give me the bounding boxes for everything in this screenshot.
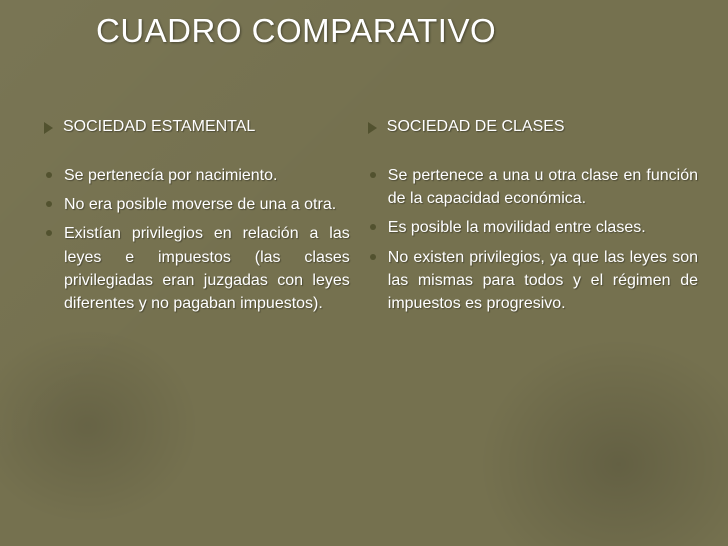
right-item-text: Se pertenece a una u otra clase en funci… xyxy=(388,164,698,210)
left-item-text: Existían privilegios en relación a las l… xyxy=(64,222,350,315)
list-item: No era posible moverse de una a otra. xyxy=(44,193,350,216)
dot-bullet-icon xyxy=(46,230,52,236)
left-header: SOCIEDAD ESTAMENTAL xyxy=(63,118,255,136)
list-item: Se pertenece a una u otra clase en funci… xyxy=(368,164,698,210)
left-item-text: No era posible moverse de una a otra. xyxy=(64,193,336,216)
list-item: No existen privilegios, ya que las leyes… xyxy=(368,246,698,316)
triangle-bullet-icon xyxy=(368,122,377,134)
slide-title: CUADRO COMPARATIVO xyxy=(96,12,496,50)
dot-bullet-icon xyxy=(370,224,376,230)
triangle-bullet-icon xyxy=(44,122,53,134)
left-column: SOCIEDAD ESTAMENTAL Se pertenecía por na… xyxy=(44,118,350,526)
dot-bullet-icon xyxy=(370,172,376,178)
list-item: Se pertenecía por nacimiento. xyxy=(44,164,350,187)
dot-bullet-icon xyxy=(46,201,52,207)
left-item-text: Se pertenecía por nacimiento. xyxy=(64,164,277,187)
dot-bullet-icon xyxy=(46,172,52,178)
right-item-text: No existen privilegios, ya que las leyes… xyxy=(388,246,698,316)
left-header-row: SOCIEDAD ESTAMENTAL xyxy=(44,118,350,136)
right-header-row: SOCIEDAD DE CLASES xyxy=(368,118,698,136)
list-item: Existían privilegios en relación a las l… xyxy=(44,222,350,315)
right-item-text: Es posible la movilidad entre clases. xyxy=(388,216,646,239)
right-column: SOCIEDAD DE CLASES Se pertenece a una u … xyxy=(368,118,698,526)
dot-bullet-icon xyxy=(370,254,376,260)
right-header: SOCIEDAD DE CLASES xyxy=(387,118,565,136)
list-item: Es posible la movilidad entre clases. xyxy=(368,216,698,239)
comparison-columns: SOCIEDAD ESTAMENTAL Se pertenecía por na… xyxy=(44,118,698,526)
